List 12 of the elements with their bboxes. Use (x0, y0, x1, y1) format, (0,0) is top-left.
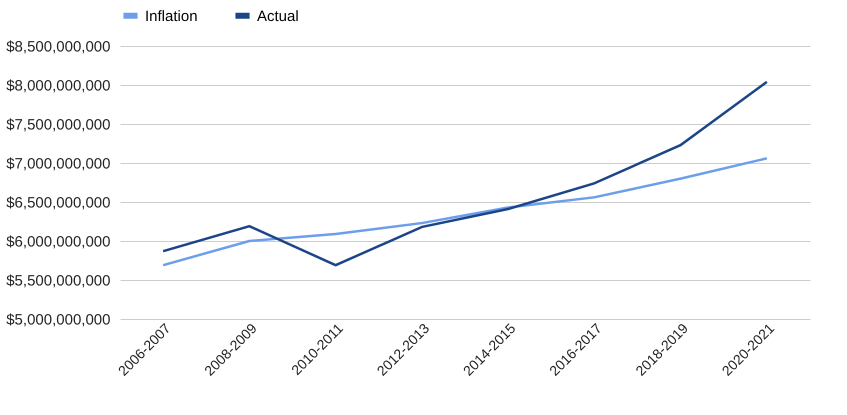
y-tick-label: $7,500,000,000 (6, 116, 110, 134)
y-tick-label: $8,000,000,000 (6, 78, 110, 94)
legend-label: Inflation (145, 8, 198, 25)
y-tick-label: $7,000,000,000 (6, 156, 110, 172)
y-tick-label: $8,500,000,000 (6, 38, 110, 56)
line-series (162, 157, 768, 266)
y-tick-label: $6,000,000,000 (6, 234, 110, 250)
line-series (162, 80, 768, 266)
y-tick-label: $6,500,000,000 (6, 194, 110, 212)
y-tick-label: $5,500,000,000 (6, 272, 110, 290)
legend-label: Actual (257, 8, 299, 25)
y-tick-label: $5,000,000,000 (6, 312, 110, 328)
